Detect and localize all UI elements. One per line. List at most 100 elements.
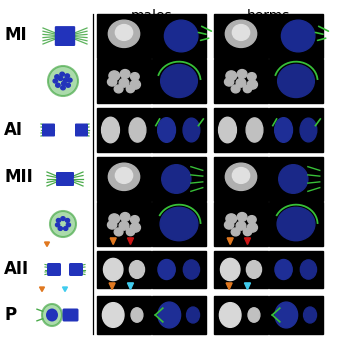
Ellipse shape: [115, 167, 132, 183]
Ellipse shape: [183, 118, 200, 142]
Ellipse shape: [68, 78, 72, 82]
Text: herms: herms: [247, 9, 290, 23]
Ellipse shape: [66, 83, 70, 87]
Ellipse shape: [300, 118, 317, 142]
Ellipse shape: [53, 79, 57, 83]
Ellipse shape: [243, 85, 251, 93]
Ellipse shape: [275, 302, 298, 328]
Ellipse shape: [300, 260, 316, 279]
Ellipse shape: [162, 165, 191, 193]
Ellipse shape: [275, 260, 292, 279]
Ellipse shape: [108, 163, 140, 190]
Ellipse shape: [130, 80, 141, 89]
Ellipse shape: [158, 118, 175, 142]
Ellipse shape: [219, 117, 236, 143]
Ellipse shape: [231, 85, 240, 93]
Ellipse shape: [247, 216, 256, 223]
Ellipse shape: [109, 214, 120, 223]
Ellipse shape: [126, 85, 135, 93]
Ellipse shape: [60, 72, 65, 76]
Ellipse shape: [236, 221, 246, 230]
Ellipse shape: [246, 261, 262, 278]
Ellipse shape: [46, 308, 58, 322]
FancyBboxPatch shape: [56, 179, 74, 186]
FancyBboxPatch shape: [75, 124, 88, 130]
Polygon shape: [227, 238, 233, 245]
Ellipse shape: [58, 227, 63, 230]
Ellipse shape: [120, 213, 130, 221]
Ellipse shape: [225, 163, 257, 190]
Ellipse shape: [107, 221, 117, 229]
Ellipse shape: [277, 207, 315, 241]
Bar: [97, 202, 151, 246]
Ellipse shape: [102, 303, 124, 327]
Polygon shape: [109, 283, 115, 290]
Ellipse shape: [65, 219, 70, 222]
Ellipse shape: [130, 73, 139, 80]
Ellipse shape: [129, 261, 145, 278]
Polygon shape: [244, 283, 250, 290]
Bar: [152, 157, 206, 201]
Ellipse shape: [61, 86, 65, 90]
Ellipse shape: [114, 228, 123, 236]
Ellipse shape: [129, 118, 146, 142]
Ellipse shape: [64, 227, 68, 230]
Text: MI: MI: [4, 25, 27, 44]
Ellipse shape: [158, 302, 180, 328]
Bar: [97, 108, 151, 152]
Bar: [214, 108, 268, 152]
Ellipse shape: [282, 20, 315, 52]
Ellipse shape: [220, 259, 240, 280]
Bar: [214, 251, 268, 288]
Ellipse shape: [247, 223, 258, 232]
FancyBboxPatch shape: [63, 308, 78, 322]
Polygon shape: [127, 283, 134, 290]
Text: AI: AI: [4, 121, 23, 139]
Polygon shape: [110, 238, 116, 245]
FancyBboxPatch shape: [56, 172, 74, 179]
Ellipse shape: [119, 78, 129, 87]
Ellipse shape: [58, 77, 63, 80]
Ellipse shape: [226, 214, 237, 223]
Ellipse shape: [103, 259, 123, 280]
FancyBboxPatch shape: [55, 32, 75, 40]
Ellipse shape: [63, 78, 68, 82]
Ellipse shape: [109, 71, 120, 80]
Ellipse shape: [232, 167, 250, 183]
Polygon shape: [127, 238, 134, 245]
Text: males: males: [131, 9, 172, 23]
Ellipse shape: [55, 75, 59, 79]
Ellipse shape: [224, 221, 234, 229]
Ellipse shape: [126, 228, 135, 236]
Ellipse shape: [56, 219, 61, 222]
Bar: [97, 59, 151, 103]
Polygon shape: [63, 287, 68, 292]
Ellipse shape: [115, 25, 132, 40]
Bar: [97, 14, 151, 58]
Ellipse shape: [226, 71, 237, 80]
Ellipse shape: [119, 221, 129, 230]
FancyBboxPatch shape: [69, 263, 83, 276]
Ellipse shape: [237, 70, 247, 78]
Bar: [152, 202, 206, 246]
Bar: [97, 296, 151, 334]
Ellipse shape: [246, 118, 263, 142]
Ellipse shape: [108, 20, 140, 47]
Ellipse shape: [183, 260, 199, 279]
Ellipse shape: [161, 64, 197, 97]
Ellipse shape: [248, 308, 260, 322]
Ellipse shape: [277, 64, 314, 97]
Bar: [214, 59, 268, 103]
Bar: [152, 59, 206, 103]
Ellipse shape: [66, 223, 71, 227]
Ellipse shape: [130, 216, 139, 223]
Bar: [214, 296, 268, 334]
Bar: [214, 14, 268, 58]
Ellipse shape: [247, 73, 256, 80]
Bar: [269, 157, 323, 201]
Ellipse shape: [55, 223, 60, 227]
Ellipse shape: [61, 217, 65, 221]
Circle shape: [48, 66, 78, 96]
Ellipse shape: [56, 83, 60, 87]
Bar: [269, 296, 323, 334]
